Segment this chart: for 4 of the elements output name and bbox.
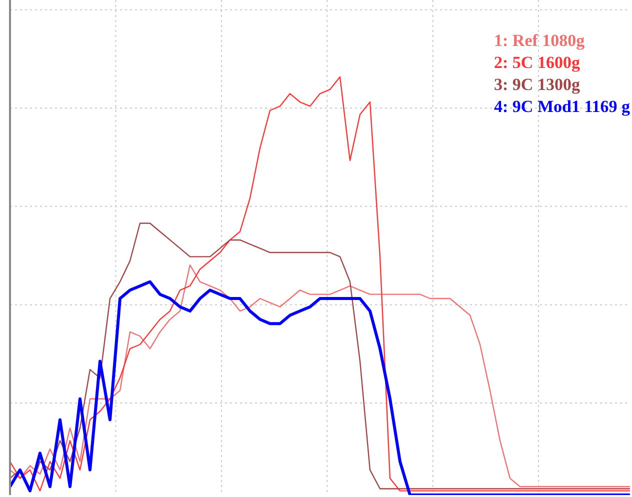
text: 1: Ref 1080g <box>494 30 586 52</box>
text: 2: 5C 1600g <box>494 52 581 74</box>
text: 3: 9C 1300g <box>494 74 581 96</box>
text: 4: 9C Mod1 1169 g <box>494 96 630 118</box>
